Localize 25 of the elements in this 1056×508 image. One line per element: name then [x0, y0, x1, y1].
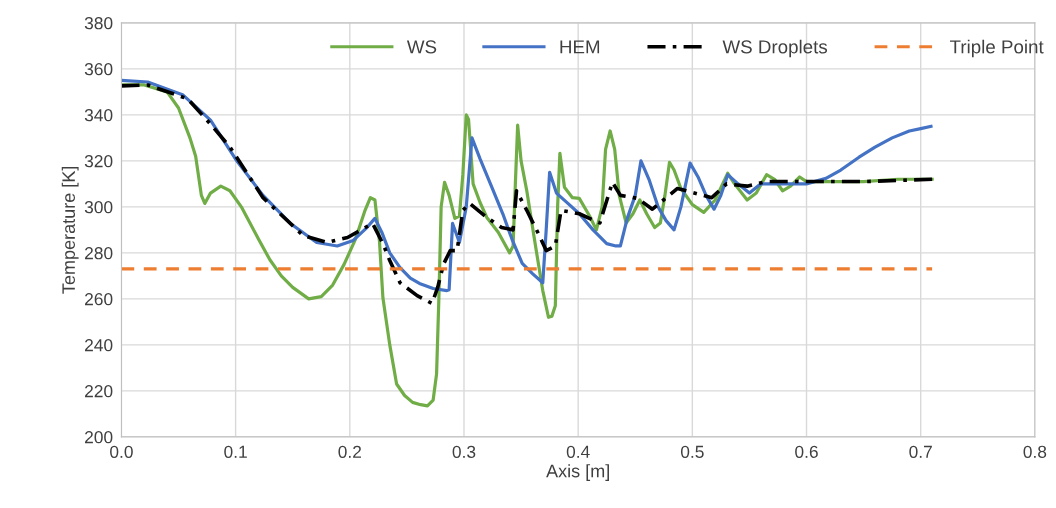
y-tick-label: 360 — [84, 63, 113, 76]
y-tick-label: 320 — [84, 155, 113, 168]
legend-label: WS — [406, 40, 437, 54]
y-tick-label: 260 — [85, 293, 113, 306]
y-tick-label: 300 — [84, 201, 113, 214]
x-tick-label: 0.8 — [1023, 445, 1047, 458]
x-tick-label: 0.0 — [110, 445, 133, 458]
x-tick-label: 0.5 — [680, 445, 704, 458]
x-axis-title: Axis [m] — [546, 464, 609, 482]
y-tick-label: 220 — [85, 385, 113, 398]
x-tick-label: 0.3 — [452, 445, 476, 458]
legend-label: HEM — [560, 40, 600, 54]
legend-label: WS Droplets — [722, 39, 828, 58]
x-tick-label: 0.7 — [909, 445, 932, 458]
x-tick-label: 0.6 — [795, 445, 818, 458]
y-tick-label: 280 — [85, 247, 113, 260]
y-tick-label: 380 — [84, 17, 113, 30]
x-tick-label: 0.4 — [566, 445, 590, 458]
legend-label: Triple Point — [950, 39, 1044, 58]
x-tick-label: 0.1 — [224, 445, 247, 458]
y-axis-title: Temperature [K] — [61, 166, 79, 294]
y-tick-label: 240 — [85, 339, 113, 352]
y-tick-label: 340 — [84, 109, 113, 122]
x-tick-label: 0.2 — [338, 445, 361, 458]
y-tick-label: 200 — [85, 431, 113, 444]
